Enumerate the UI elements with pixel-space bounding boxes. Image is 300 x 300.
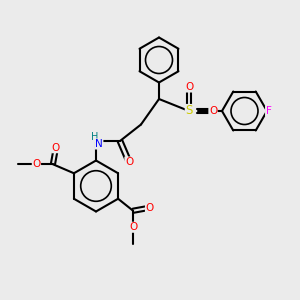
Text: O: O	[146, 203, 154, 213]
Text: O: O	[185, 82, 193, 92]
Text: O: O	[129, 222, 137, 232]
Text: H: H	[91, 131, 98, 142]
Text: S: S	[185, 104, 193, 118]
Text: O: O	[52, 143, 60, 153]
Text: O: O	[125, 157, 133, 167]
Text: O: O	[209, 106, 217, 116]
Text: O: O	[32, 159, 40, 169]
Text: F: F	[266, 106, 272, 116]
Text: N: N	[95, 139, 103, 149]
